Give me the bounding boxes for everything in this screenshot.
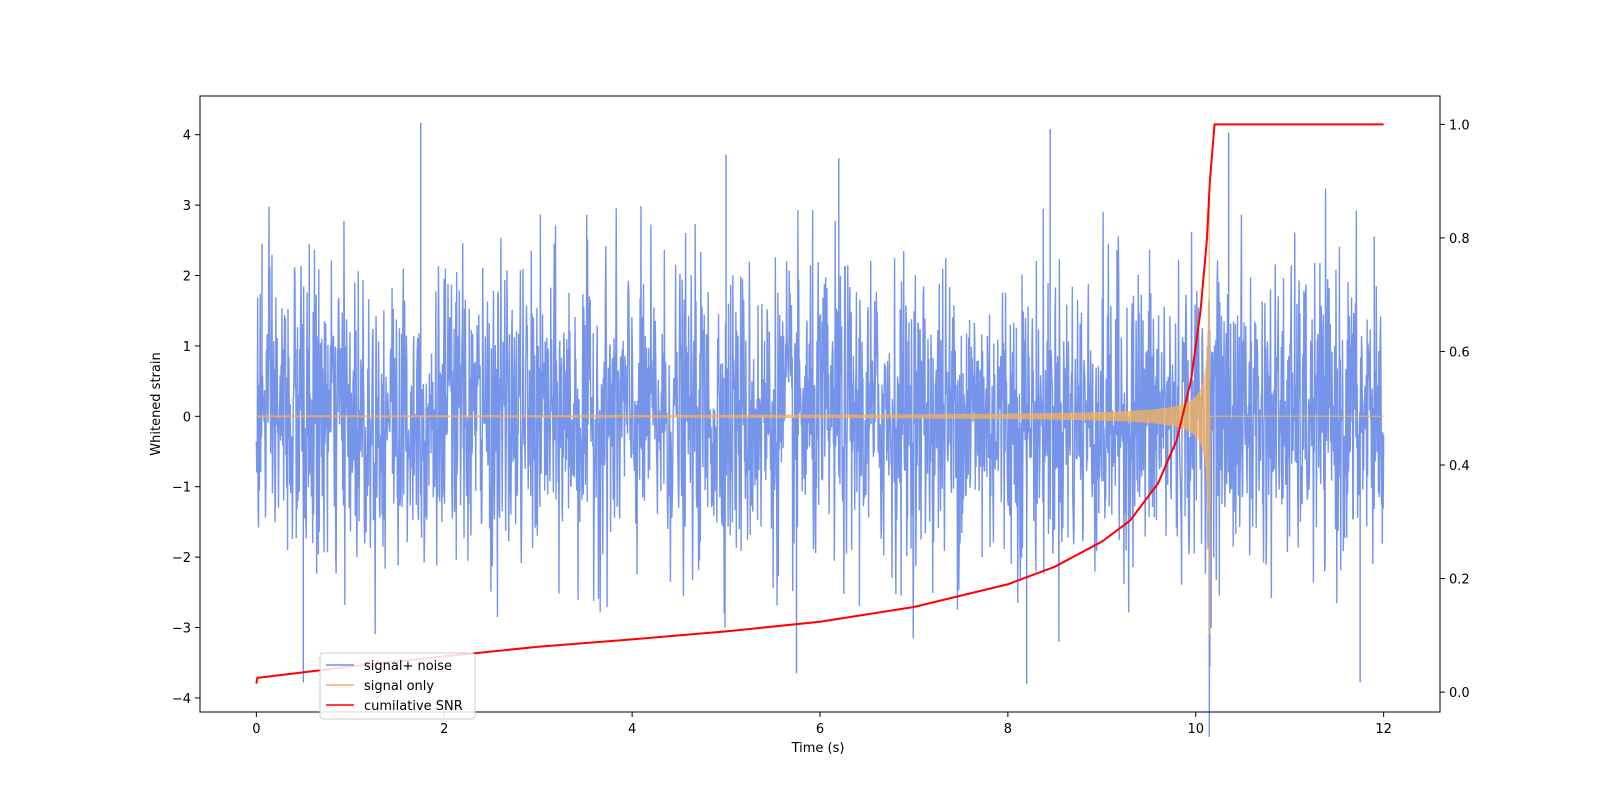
series-line-cumulative-snr <box>255 123 1384 684</box>
y-axis-left: −4 −3 −2 −1 0 1 2 3 4 <box>172 129 200 707</box>
y-tick-label-6: 2 <box>183 270 191 285</box>
x-tick-label-5: 10 <box>1187 722 1204 737</box>
y-axis-right: 0.0 0.2 0.4 0.6 0.8 1.0 <box>1440 118 1470 701</box>
series-line-signal-only <box>255 198 1384 635</box>
y2-tick-label-4: 0.8 <box>1449 232 1470 247</box>
y-axis-label: Whitened strain <box>149 352 164 455</box>
x-tick-label-0: 0 <box>252 722 260 737</box>
x-tick-label-4: 8 <box>1004 722 1012 737</box>
x-axis-label: Time (s) <box>791 741 845 756</box>
y-tick-label-1: −3 <box>172 622 191 637</box>
x-tick-label-6: 12 <box>1375 722 1392 737</box>
legend: signal+ noise signal only cumilative SNR <box>319 652 476 720</box>
x-tick-label-2: 4 <box>628 722 636 737</box>
plot-area <box>255 122 1385 737</box>
y-tick-label-8: 4 <box>183 129 191 144</box>
legend-label-signal-noise: signal+ noise <box>364 659 452 674</box>
y-tick-label-5: 1 <box>183 340 191 355</box>
y-tick-label-7: 3 <box>183 199 191 214</box>
x-tick-label-3: 6 <box>816 722 824 737</box>
y2-tick-label-0: 0.0 <box>1449 686 1470 701</box>
y-tick-label-0: −4 <box>172 692 191 707</box>
y2-tick-label-1: 0.2 <box>1449 573 1470 588</box>
legend-label-cumulative-snr: cumilative SNR <box>364 699 463 714</box>
legend-box <box>319 652 476 720</box>
series-line-signal-noise <box>255 188 1385 737</box>
y2-tick-label-2: 0.4 <box>1449 459 1470 474</box>
y2-tick-label-5: 1.0 <box>1449 118 1470 133</box>
y-tick-label-2: −2 <box>172 551 191 566</box>
legend-label-signal-only: signal only <box>364 679 434 694</box>
y2-tick-label-3: 0.6 <box>1449 345 1470 360</box>
y-tick-label-3: −1 <box>172 481 191 496</box>
x-tick-label-1: 2 <box>440 722 448 737</box>
y-tick-label-4: 0 <box>183 410 191 425</box>
x-axis: 0 2 4 6 8 10 12 <box>252 712 1392 737</box>
